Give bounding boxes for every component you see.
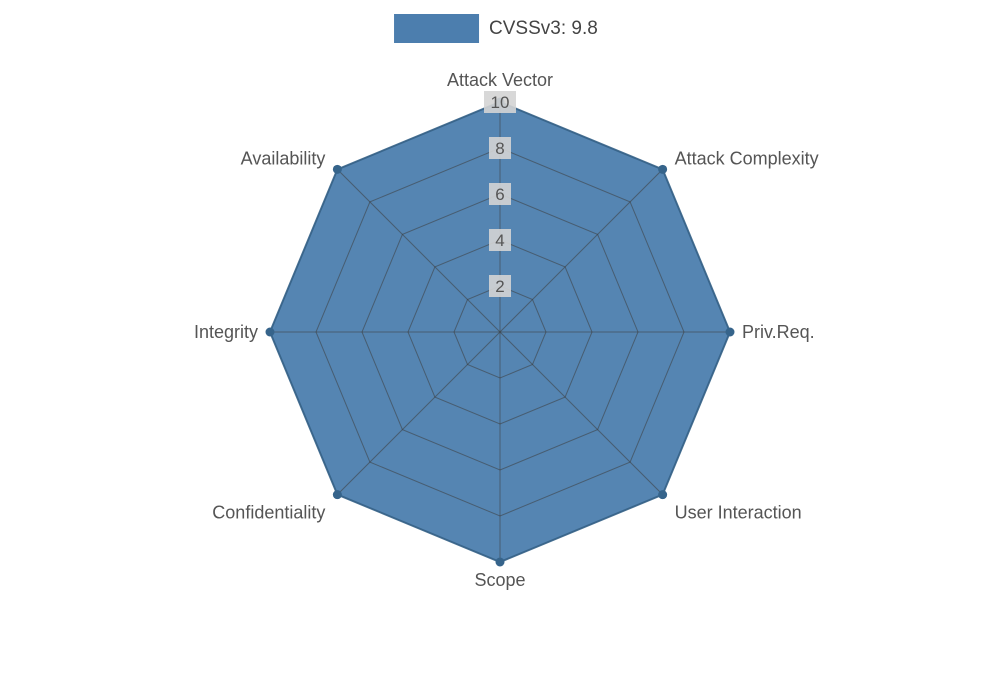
radial-tick-bg — [489, 275, 511, 297]
radial-tick-label: 6 — [495, 185, 504, 204]
grid-spoke — [499, 331, 663, 495]
axis-label-integrity: Integrity — [194, 322, 258, 342]
radar-series-point[interactable] — [332, 490, 342, 500]
radar-series-point[interactable] — [725, 327, 735, 337]
grid-spoke — [337, 169, 501, 333]
axis-label-availability: Availability — [241, 148, 326, 168]
legend-swatch-icon[interactable] — [394, 14, 480, 43]
radar-series-point[interactable] — [658, 490, 668, 500]
axis-label-user-interaction: User Interaction — [675, 503, 802, 523]
axis-label-attack-vector: Attack Vector — [447, 70, 553, 90]
axis-label-attack-complexity: Attack Complexity — [675, 148, 819, 168]
radar-series-point[interactable] — [332, 164, 342, 174]
axis-label-confidentiality: Confidentiality — [212, 503, 325, 523]
radar-series-point[interactable] — [658, 164, 668, 174]
radial-tick-label: 2 — [495, 277, 504, 296]
axis-label-priv-req: Priv.Req. — [742, 322, 815, 342]
grid-spoke — [499, 169, 663, 333]
grid-spoke — [337, 331, 501, 495]
radar-series-point[interactable] — [265, 327, 275, 337]
axis-label-scope: Scope — [474, 570, 525, 590]
radial-tick-bg — [484, 91, 516, 113]
legend[interactable]: CVSSv3: 9.8 — [394, 14, 598, 43]
radial-tick-bg — [489, 229, 511, 251]
radial-tick-bg — [489, 183, 511, 205]
radar-series-point[interactable] — [495, 557, 505, 567]
radial-tick-label: 8 — [495, 139, 504, 158]
legend-label[interactable]: CVSSv3: 9.8 — [489, 18, 598, 39]
radial-tick-bg — [489, 137, 511, 159]
radial-tick-label: 10 — [491, 93, 510, 112]
radial-tick-label: 4 — [495, 231, 504, 250]
